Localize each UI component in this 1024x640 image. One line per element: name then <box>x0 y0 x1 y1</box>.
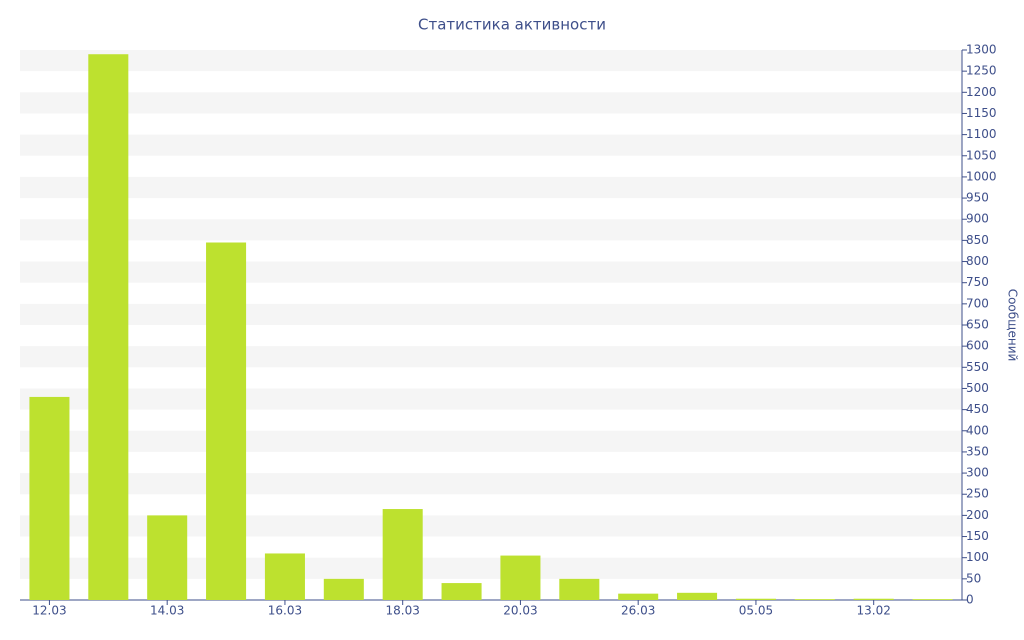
y-tick-label: 450 <box>966 402 989 416</box>
bar <box>441 583 482 600</box>
y-tick-label: 250 <box>966 487 989 501</box>
grid-band <box>20 430 962 452</box>
y-tick-label: 350 <box>966 444 989 458</box>
x-tick-label: 20.03 <box>503 604 537 618</box>
bar <box>206 242 247 600</box>
y-tick-label: 950 <box>966 191 989 205</box>
bar <box>264 553 305 600</box>
y-tick-label: 1100 <box>966 127 997 141</box>
x-tick-label: 26.03 <box>621 604 655 618</box>
y-tick-label: 1300 <box>966 43 997 57</box>
bar <box>323 578 364 600</box>
y-tick-label: 900 <box>966 212 989 226</box>
x-tick-label: 16.03 <box>268 604 302 618</box>
y-tick-label: 1150 <box>966 106 997 120</box>
bar <box>853 598 894 600</box>
y-tick-label: 750 <box>966 275 989 289</box>
grid-band <box>20 50 962 72</box>
y-tick-label: 1250 <box>966 64 997 78</box>
y-tick-label: 200 <box>966 508 989 522</box>
grid-band <box>20 515 962 537</box>
y-tick-label: 300 <box>966 466 989 480</box>
grid-band <box>20 219 962 241</box>
chart-title: Статистика активности <box>418 16 606 34</box>
bar <box>677 592 718 600</box>
y-tick-label: 800 <box>966 254 989 268</box>
grid-band <box>20 303 962 325</box>
y-tick-label: 400 <box>966 423 989 437</box>
bar <box>500 555 541 600</box>
y-axis-title: Сообщений <box>1006 289 1020 362</box>
bar <box>88 54 129 600</box>
grid-band <box>20 346 962 368</box>
bar <box>382 509 423 600</box>
y-tick-label: 700 <box>966 296 989 310</box>
x-tick-label: 12.03 <box>32 604 66 618</box>
grid-band <box>20 473 962 495</box>
x-tick-label: 18.03 <box>386 604 420 618</box>
y-tick-label: 100 <box>966 550 989 564</box>
grid-band <box>20 261 962 283</box>
bar <box>29 396 70 600</box>
bar <box>618 593 659 600</box>
bar <box>147 515 188 600</box>
y-tick-label: 50 <box>966 571 981 585</box>
bar <box>559 578 600 600</box>
y-tick-label: 150 <box>966 529 989 543</box>
grid-band <box>20 176 962 199</box>
bar <box>735 598 776 600</box>
grid-band <box>20 557 962 579</box>
bar <box>794 599 835 600</box>
y-tick-label: 1200 <box>966 85 997 99</box>
x-tick-label: 14.03 <box>150 604 184 618</box>
x-tick-label: 13.02 <box>857 604 891 618</box>
y-tick-label: 550 <box>966 360 989 374</box>
y-tick-label: 850 <box>966 233 989 247</box>
y-tick-label: 600 <box>966 339 989 353</box>
grid-band <box>20 92 962 114</box>
grid-band <box>20 134 962 156</box>
grid-band <box>20 388 962 410</box>
y-tick-label: 1050 <box>966 148 997 162</box>
y-tick-label: 650 <box>966 318 989 332</box>
y-tick-label: 0 <box>966 593 974 607</box>
y-tick-label: 500 <box>966 381 989 395</box>
bar <box>912 599 953 600</box>
y-tick-label: 1000 <box>966 169 997 183</box>
x-tick-label: 05.05 <box>739 604 773 618</box>
